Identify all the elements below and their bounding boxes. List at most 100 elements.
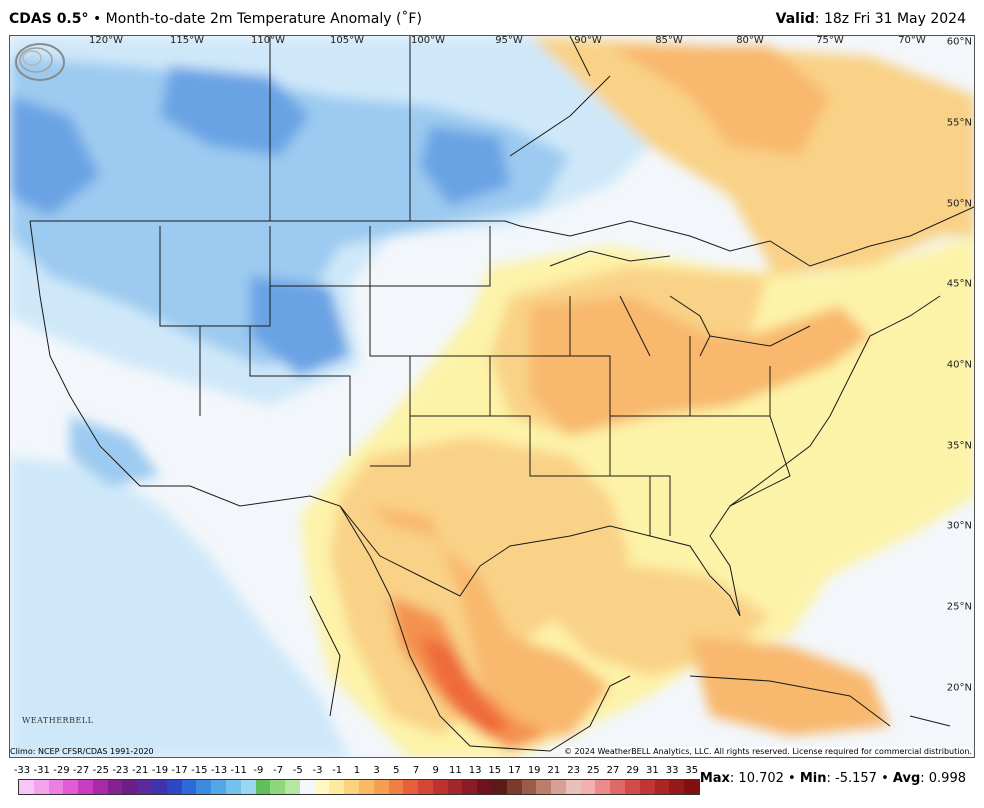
legend-swatch — [432, 780, 448, 794]
legend-swatch — [595, 780, 611, 794]
legend-label: 9 — [432, 765, 439, 776]
legend-label: 29 — [626, 765, 640, 776]
legend-label: 31 — [646, 765, 659, 776]
legend-swatch — [373, 780, 389, 794]
legend-swatch — [358, 780, 374, 794]
map-canvas — [10, 36, 974, 757]
pacific-cold-light — [10, 456, 350, 757]
legend-swatch — [196, 780, 212, 794]
legend-swatch — [580, 780, 596, 794]
warm-strong-mexico — [390, 596, 550, 751]
cold-strong-region-1 — [160, 66, 310, 156]
legend-swatch — [225, 780, 241, 794]
min-label: Min — [799, 771, 827, 786]
longitude-label: 75°W — [816, 35, 844, 46]
legend-label: -7 — [273, 765, 284, 776]
stats-sep: • — [876, 771, 893, 786]
legend-label: 3 — [373, 765, 380, 776]
cold-strong-region-2 — [420, 126, 510, 206]
legend-label: -29 — [53, 765, 70, 776]
legend-swatch — [240, 780, 256, 794]
legend-label: -5 — [292, 765, 303, 776]
cold-strong-region-4 — [10, 96, 100, 216]
legend-swatch — [299, 780, 315, 794]
legend-label: -31 — [33, 765, 50, 776]
latitude-label: 40°N — [946, 359, 972, 371]
legend-swatch — [92, 780, 108, 794]
legend-swatch — [285, 780, 300, 794]
legend-swatch — [107, 780, 123, 794]
state-borders — [159, 226, 791, 536]
legend-labels: -33 -31 -29 -27 -25 -23 -21 -19 -17 -15 -13 -11 -9 -7… — [14, 765, 700, 777]
legend-swatch — [181, 780, 197, 794]
legend-label: -9 — [253, 765, 264, 776]
stats: Max: 10.702 • Min: -5.157 • Avg: 0.998 — [700, 771, 966, 786]
warm-mid-mexico — [370, 506, 610, 736]
legend-label: -13 — [210, 765, 228, 776]
anomaly-map[interactable]: 120°W 115°W 110°W 105°W 100°W 95°W 90°W … — [9, 35, 975, 758]
legend-swatch — [152, 780, 167, 794]
legend-swatch — [211, 780, 226, 794]
legend-swatch — [506, 780, 522, 794]
max-value: : 10.702 — [729, 771, 784, 786]
legend-swatch — [255, 780, 271, 794]
weatherbell-logo-icon — [15, 43, 65, 81]
legend-swatch — [403, 780, 419, 794]
legend-label: -21 — [132, 765, 149, 776]
legend-label: 17 — [508, 765, 521, 776]
latitude-label: 50°N — [946, 198, 972, 210]
great-lakes — [549, 250, 811, 357]
longitude-label: 90°W — [574, 35, 602, 46]
longitude-label: 85°W — [655, 35, 683, 46]
legend-swatch — [669, 780, 685, 794]
cold-strong-region-3 — [250, 276, 350, 376]
longitude-label: 110°W — [251, 35, 285, 46]
latitude-label: 55°N — [946, 117, 972, 129]
legend-swatch — [521, 780, 537, 794]
legend-label: -27 — [72, 765, 90, 776]
legend-swatch — [551, 780, 566, 794]
canadian-province-borders — [269, 36, 611, 221]
longitude-label: 70°W — [898, 35, 926, 46]
legend-label: -23 — [112, 765, 129, 776]
legend-label: 25 — [586, 765, 600, 776]
legend-swatch — [462, 780, 478, 794]
legend-swatch — [610, 780, 626, 794]
mexico-outline — [309, 505, 631, 752]
legend-swatch — [78, 780, 93, 794]
legend-swatch — [654, 780, 670, 794]
copyright-note: © 2024 WeatherBELL Analytics, LLC. All r… — [564, 747, 972, 756]
legend-label: 33 — [665, 765, 679, 776]
warm-mid-hudson — [610, 46, 830, 156]
longitude-label: 95°W — [495, 35, 523, 46]
legend-swatch — [122, 780, 138, 794]
legend-label: -15 — [191, 765, 208, 776]
anomaly-shading — [10, 36, 974, 757]
header: CDAS 0.5° • Month-to-date 2m Temperature… — [0, 0, 984, 34]
avg-value: : 0.998 — [920, 771, 966, 786]
legend-label: 11 — [449, 765, 462, 776]
valid-value: : 18z Fri 31 May 2024 — [814, 11, 966, 27]
legend-label: -19 — [151, 765, 169, 776]
legend-swatch — [447, 780, 463, 794]
us-canada-border — [30, 206, 974, 267]
us-gulf-atlantic-coast — [479, 295, 941, 617]
latitude-label: 20°N — [946, 682, 972, 694]
legend-swatch — [565, 780, 581, 794]
legend-label: 1 — [353, 765, 361, 776]
legend-swatch — [63, 780, 79, 794]
legend-label: 23 — [567, 765, 580, 776]
legend-label: 21 — [547, 765, 561, 776]
legend-swatch — [418, 780, 433, 794]
latitude-label: 60°N — [946, 36, 972, 48]
legend-swatch — [19, 780, 34, 794]
legend-swatch — [33, 780, 49, 794]
legend-swatch — [166, 780, 182, 794]
legend-swatch — [388, 780, 404, 794]
climo-note: Climo: NCEP CFSR/CDAS 1991-2020 — [10, 747, 154, 756]
title-bullet: • — [92, 11, 102, 27]
latitude-label: 45°N — [946, 278, 972, 290]
legend-colorbar — [18, 779, 700, 795]
legend-swatch — [625, 780, 640, 794]
latitude-label: 30°N — [946, 520, 972, 532]
